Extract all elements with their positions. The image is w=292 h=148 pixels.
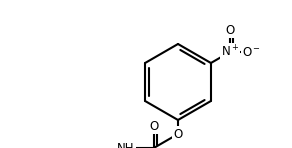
Text: NH: NH [117,141,135,148]
Text: O: O [149,119,158,132]
Text: O$^-$: O$^-$ [242,45,261,58]
Text: O: O [225,24,234,37]
Text: O: O [173,127,182,140]
Text: N$^+$: N$^+$ [221,44,239,60]
